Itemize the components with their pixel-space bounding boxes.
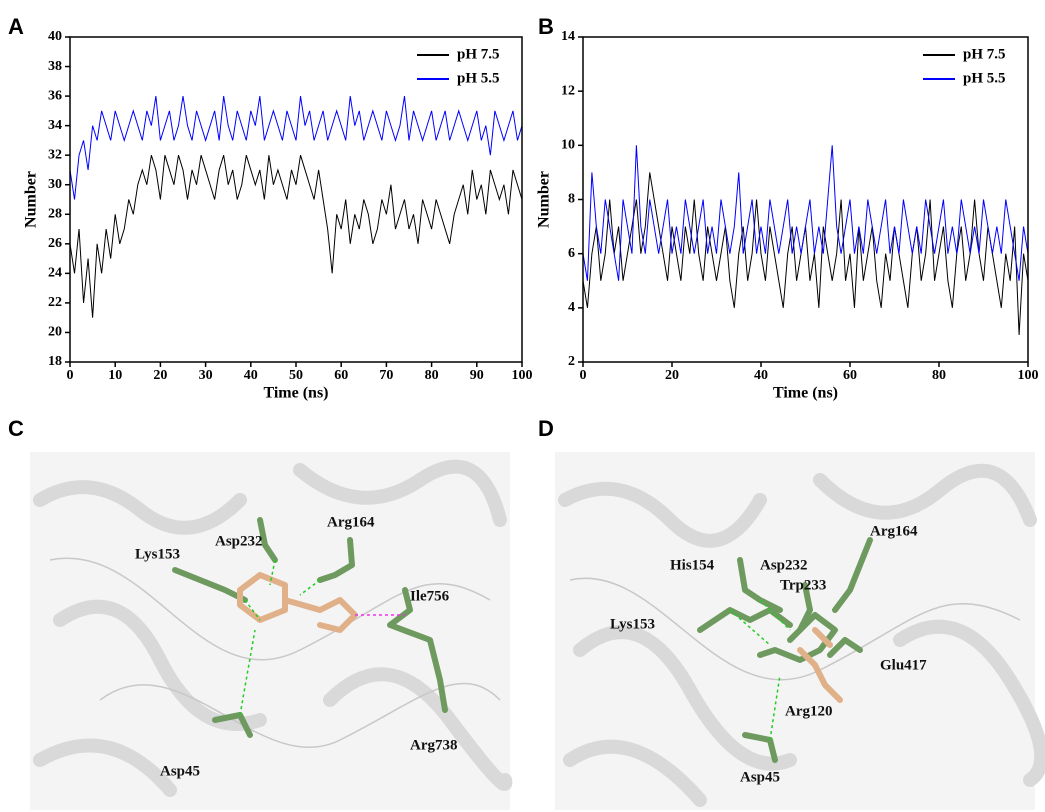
residue-label: Lys153	[135, 546, 180, 562]
y-axis-label: Number	[536, 171, 553, 228]
x-tick-label: 60	[843, 368, 857, 383]
legend-label: pH 5.5	[457, 70, 500, 86]
residue-label: Glu417	[880, 657, 927, 673]
residue-stick	[697, 607, 793, 633]
residue-stick	[827, 637, 863, 658]
x-tick-label: 30	[199, 368, 213, 383]
ribbon	[33, 480, 247, 535]
x-tick-label: 0	[580, 368, 587, 383]
structure-image-d: His154 Asp232 Trp233 Arg164 Lys153 Glu41…	[555, 452, 1045, 810]
x-tick-label: 90	[470, 368, 484, 383]
ribbon	[293, 459, 507, 527]
ribbon	[893, 619, 1045, 787]
ribbon	[563, 739, 707, 807]
legend-label: pH 7.5	[457, 46, 500, 62]
x-tick-label: 60	[334, 368, 348, 383]
residue-stick	[257, 517, 278, 563]
plot-frame	[69, 36, 523, 363]
residue-label: Asp45	[160, 763, 200, 779]
panel-label: A	[8, 14, 24, 39]
y-tick-label: 22	[48, 295, 62, 310]
residue-stick	[737, 557, 783, 613]
y-tick-label: 4	[568, 300, 575, 315]
panel-label: C	[8, 416, 24, 441]
residue-label: Arg738	[410, 737, 458, 753]
residue-label: Trp233	[780, 577, 826, 593]
loop	[99, 682, 501, 748]
ligand	[797, 627, 843, 703]
ribbon	[558, 481, 767, 548]
residue-stick	[757, 612, 838, 663]
legend-label: pH 5.5	[963, 70, 1006, 86]
data-line	[69, 155, 523, 318]
x-tick-label: 10	[108, 368, 122, 383]
residue-label: Ile756	[410, 588, 450, 604]
y-tick-label: 34	[48, 118, 62, 133]
residue-label: Arg120	[785, 703, 833, 719]
data-line	[582, 145, 1029, 281]
x-tick-label: 40	[244, 368, 258, 383]
y-tick-label: 28	[48, 206, 62, 221]
ligand	[237, 572, 358, 633]
ribbon	[53, 599, 267, 731]
y-tick-label: 18	[48, 354, 62, 369]
legend-label: pH 7.5	[963, 46, 1006, 62]
residue-label: Asp232	[760, 557, 808, 573]
panel-label: D	[538, 416, 554, 441]
y-tick-label: 8	[568, 192, 575, 207]
hydrogen-bond	[729, 599, 791, 741]
y-tick-label: 24	[48, 266, 62, 281]
y-axis-label: Number	[23, 171, 40, 228]
panel-label: B	[538, 14, 554, 39]
residue-stick	[387, 587, 448, 713]
x-tick-label: 20	[153, 368, 167, 383]
y-tick-label: 40	[48, 29, 62, 44]
residue-label: Lys153	[610, 616, 655, 632]
data-line	[69, 96, 523, 200]
residue-label: Arg164	[327, 514, 375, 530]
y-tick-label: 6	[568, 246, 575, 261]
x-axis-label: Time (ns)	[263, 385, 328, 402]
image-background	[30, 452, 510, 810]
y-tick-label: 26	[48, 236, 62, 251]
residue-stick	[172, 567, 248, 603]
residue-label: His154	[670, 557, 715, 573]
ribbon	[573, 625, 797, 771]
ribbon	[813, 463, 1037, 527]
y-tick-label: 12	[561, 83, 575, 98]
residue-label: Asp45	[740, 769, 780, 785]
y-tick-label: 32	[48, 147, 62, 162]
x-tick-label: 80	[932, 368, 946, 383]
x-axis-label: Time (ns)	[773, 385, 838, 402]
x-tick-label: 0	[67, 368, 74, 383]
y-tick-label: 30	[48, 177, 62, 192]
residue-label: Arg164	[870, 523, 918, 539]
x-tick-label: 100	[512, 368, 533, 383]
y-tick-label: 36	[48, 88, 62, 103]
x-tick-label: 80	[425, 368, 439, 383]
ribbon	[33, 738, 177, 797]
x-tick-label: 70	[379, 368, 393, 383]
loop	[49, 557, 491, 661]
y-tick-label: 14	[561, 29, 575, 44]
y-tick-label: 20	[48, 325, 62, 340]
hydrogen-bond	[239, 559, 321, 716]
y-tick-label: 38	[48, 59, 62, 74]
loop	[569, 577, 1021, 681]
x-tick-label: 40	[754, 368, 768, 383]
x-tick-label: 50	[289, 368, 303, 383]
ribbon	[323, 667, 513, 791]
x-tick-label: 100	[1018, 368, 1039, 383]
residue-label: Asp232	[215, 533, 263, 549]
residue-stick	[832, 537, 873, 613]
residue-stick	[317, 537, 355, 583]
data-line	[582, 172, 1029, 335]
y-tick-label: 2	[568, 354, 575, 369]
x-tick-label: 20	[665, 368, 679, 383]
y-tick-label: 10	[561, 138, 575, 153]
structure-image-c: Lys153 Asp232 Arg164 Ile756 Asp45 Arg738	[30, 452, 513, 810]
